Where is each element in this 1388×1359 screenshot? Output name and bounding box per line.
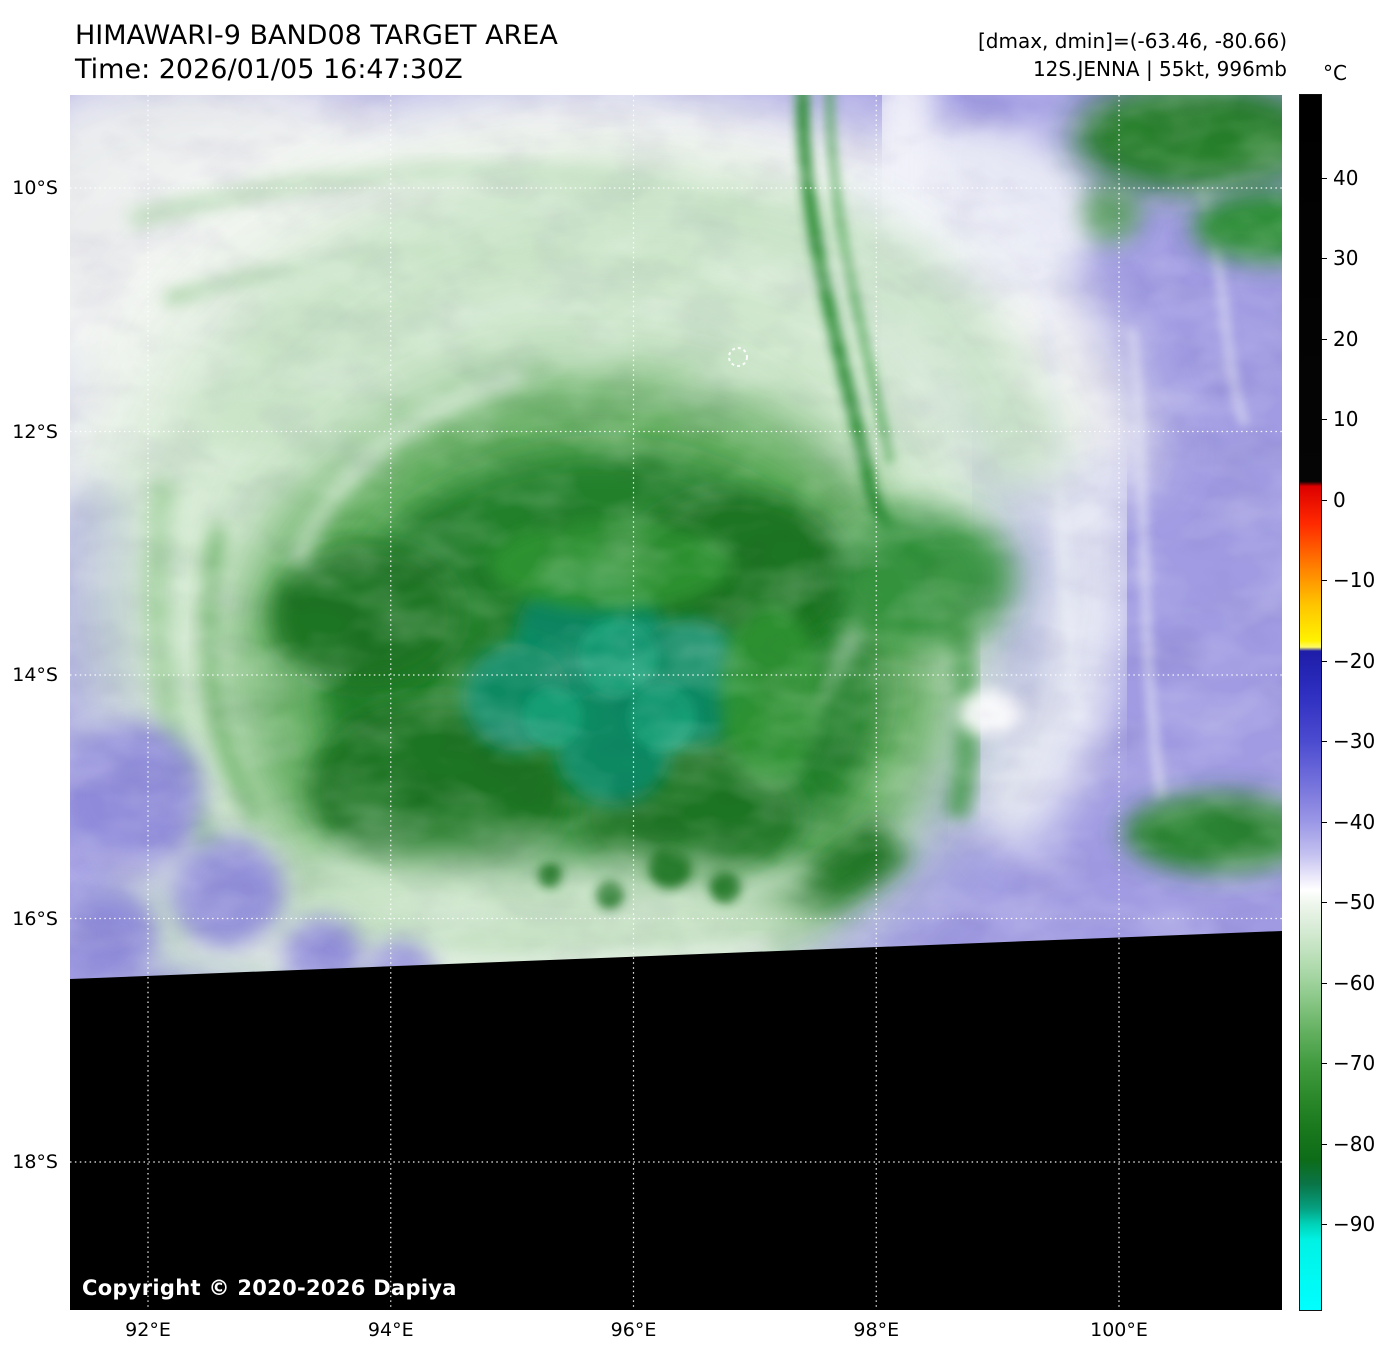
colorbar-tick-label: 10 <box>1333 407 1359 432</box>
colorbar-tick-labels: 40 30 20 10 0 −10 −20 −30 −40 −50 −60 −70 −80 −90 <box>1333 95 1388 1310</box>
colorbar-tick-mark <box>1321 821 1327 823</box>
colorbar-tick-mark <box>1321 1063 1327 1065</box>
colorbar-tick-label: −30 <box>1333 729 1376 754</box>
colorbar-tick-label: −70 <box>1333 1051 1376 1076</box>
colorbar-tick-mark <box>1321 258 1327 260</box>
colorbar-tick-mark <box>1321 499 1327 501</box>
colorbar-unit-label: °C <box>1323 61 1347 85</box>
gridlines <box>70 95 1282 1310</box>
lat-tick-label: 12°S <box>12 420 58 443</box>
colorbar-tick-label: −20 <box>1333 648 1376 673</box>
lon-tick-label: 94°E <box>367 1319 414 1341</box>
colorbar-tick-mark <box>1321 580 1327 582</box>
colorbar-tick-marks <box>1321 95 1327 1310</box>
lat-tick-label: 14°S <box>12 664 58 686</box>
lat-axis: 10°S 12°S 14°S 16°S 18°S <box>0 95 63 1310</box>
colorbar <box>1299 94 1322 1311</box>
colorbar-tick-label: −50 <box>1333 890 1376 915</box>
colorbar-tick-mark <box>1321 178 1327 179</box>
lon-tick-label: 100°E <box>1090 1319 1148 1341</box>
timestamp-line: Time: 2026/01/05 16:47:30Z <box>75 54 463 85</box>
colorbar-tick-label: 0 <box>1333 487 1346 512</box>
page-title: HIMAWARI-9 BAND08 TARGET AREA <box>75 20 558 51</box>
colorbar-tick-label: 30 <box>1333 246 1359 271</box>
colorbar-tick-mark <box>1321 741 1327 743</box>
lat-tick-label: 16°S <box>12 907 58 930</box>
lon-tick-label: 92°E <box>125 1319 171 1341</box>
colorbar-tick-mark <box>1321 419 1327 421</box>
lat-tick-label: 10°S <box>12 177 58 199</box>
lat-tick-label: 18°S <box>12 1151 58 1173</box>
storm-info: 12S.JENNA | 55kt, 996mb <box>1032 57 1287 81</box>
colorbar-tick-mark <box>1321 982 1327 984</box>
colorbar-tick-label: −40 <box>1333 809 1376 834</box>
colorbar-tick-label: −60 <box>1333 970 1376 995</box>
lon-tick-label: 96°E <box>610 1319 657 1341</box>
colorbar-tick-label: 40 <box>1333 166 1359 190</box>
colorbar-tick-label: −80 <box>1333 1131 1376 1156</box>
colorbar-tick-mark <box>1321 338 1327 340</box>
colorbar-tick-label: 20 <box>1333 326 1359 351</box>
colorbar-tick-label: −10 <box>1333 568 1376 593</box>
lon-tick-label: 98°E <box>853 1319 900 1341</box>
colorbar-tick-mark <box>1321 1224 1327 1225</box>
copyright-label: Copyright © 2020-2026 Dapiya <box>82 1276 457 1300</box>
colorbar-tick-mark <box>1321 660 1327 662</box>
colorbar-tick-label: −90 <box>1333 1212 1376 1236</box>
no-data-region <box>70 931 1282 1310</box>
colorbar-tick-mark <box>1321 1143 1327 1145</box>
lon-axis: 92°E 94°E 96°E 98°E 100°E <box>70 1319 1282 1351</box>
satellite-image <box>70 95 1282 1310</box>
colorbar-tick-mark <box>1321 902 1327 904</box>
dmax-dmin-readout: [dmax, dmin]=(-63.46, -80.66) <box>977 29 1287 53</box>
map-panel: Copyright © 2020-2026 Dapiya <box>70 95 1282 1310</box>
